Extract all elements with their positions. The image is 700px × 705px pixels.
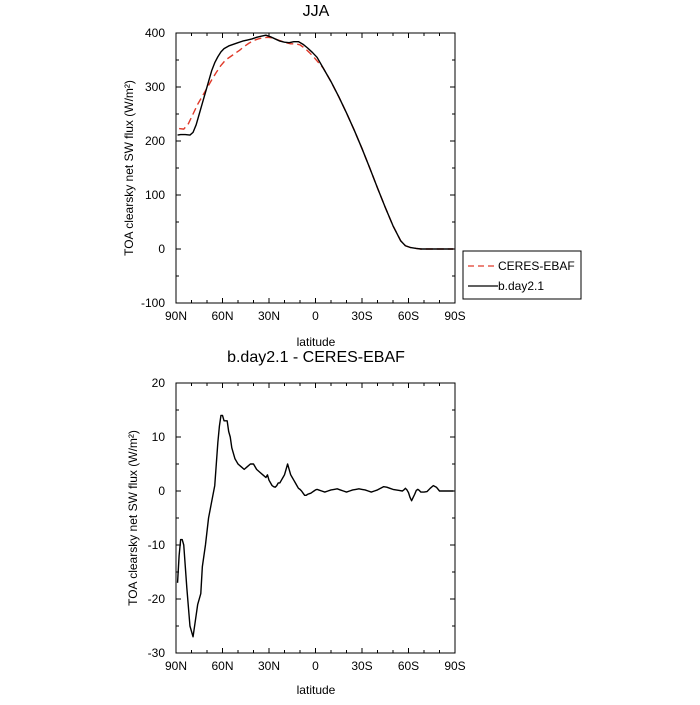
top-panel: JJA 90N 60N 30N 0 30S 60S 90S -100 0 100 200 300 400… (122, 3, 582, 349)
bottom-y-axis-label: TOA clearsky net SW flux (W/m²) (126, 430, 140, 606)
top-x-tick-label: 90N (165, 309, 187, 323)
legend-label-ceres: CERES-EBAF (498, 259, 575, 273)
bottom-x-tick-label: 30N (258, 659, 280, 673)
bottom-series-line-a (176, 414, 454, 638)
bottom-x-tick-label: 60S (398, 659, 419, 673)
top-y-tick-label: 200 (145, 134, 165, 148)
top-y-axis-label: TOA clearsky net SW flux (W/m²) (122, 80, 136, 256)
top-x-tick-label: 30N (258, 309, 280, 323)
legend-label-model: b.day2.1 (498, 279, 544, 293)
legend-box (462, 250, 582, 300)
top-y-tick-label: -100 (141, 296, 165, 310)
bottom-y-tick-label: 20 (152, 376, 166, 390)
bottom-panel-title: b.day2.1 - CERES-EBAF (227, 349, 405, 366)
top-axis-ticks: 90N 60N 30N 0 30S 60S 90S -100 0 100 200 300 400 (141, 26, 466, 323)
bottom-y-tick-label: 0 (158, 484, 165, 498)
bottom-axis-ticks: 90N 60N 30N 0 30S 60S 90S -30 -20 -10 0 10 20 (148, 376, 466, 673)
top-plot-frame (175, 32, 456, 304)
top-x-tick-label: 60N (211, 309, 233, 323)
bottom-plot-frame (175, 382, 456, 654)
bottom-x-tick-label: 0 (312, 659, 319, 673)
bottom-x-axis-label: latitude (297, 683, 336, 697)
top-y-tick-label: 0 (158, 242, 165, 256)
bottom-y-tick-label: -10 (148, 538, 166, 552)
bottom-x-tick-label: 90N (165, 659, 187, 673)
bottom-x-tick-label: 30S (351, 659, 372, 673)
top-x-tick-label: 90S (444, 309, 465, 323)
top-series-line-a (179, 36, 454, 250)
top-y-tick-label: 400 (145, 26, 165, 40)
bottom-y-tick-label: -30 (148, 646, 166, 660)
top-series-line-b (177, 34, 454, 250)
bottom-plot-lines (176, 414, 454, 638)
bottom-y-tick-label: -20 (148, 592, 166, 606)
top-x-tick-label: 60S (398, 309, 419, 323)
top-x-axis-label: latitude (297, 335, 336, 349)
bottom-x-tick-label: 60N (211, 659, 233, 673)
bottom-x-tick-label: 90S (444, 659, 465, 673)
top-x-tick-label: 0 (312, 309, 319, 323)
legend: CERES-EBAF b.day2.1 (462, 250, 582, 300)
top-y-tick-label: 100 (145, 188, 165, 202)
top-x-tick-label: 30S (351, 309, 372, 323)
top-panel-title: JJA (303, 3, 330, 20)
bottom-panel: b.day2.1 - CERES-EBAF 90N 60N 30N 0 30S 60S 90… (126, 349, 466, 697)
bottom-y-tick-label: 10 (152, 430, 166, 444)
top-plot-lines (177, 34, 454, 250)
top-y-tick-label: 300 (145, 80, 165, 94)
